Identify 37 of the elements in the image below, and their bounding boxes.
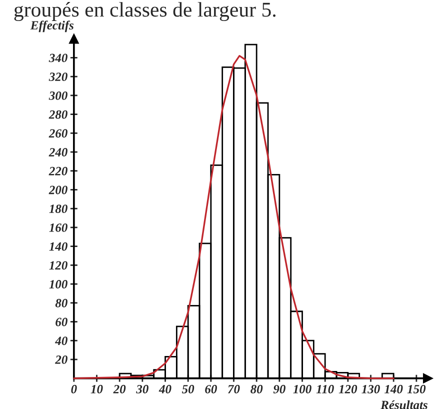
x-tick-label: 100 (293, 384, 312, 394)
x-tick-label: 40 (158, 384, 172, 394)
y-tick-label: 220 (48, 166, 68, 176)
y-tick-label: 140 (49, 242, 68, 251)
y-tick-label: 40 (54, 336, 68, 346)
y-tick-label: 160 (49, 223, 68, 232)
x-tick-label: 90 (273, 384, 286, 394)
y-tick-label: 60 (56, 318, 68, 326)
y-tick-label: 260 (48, 129, 68, 138)
y-tick-label: 300 (48, 91, 68, 100)
x-tick-label: 130 (362, 384, 380, 394)
x-tick-label: 150 (407, 384, 426, 394)
x-tick-label: 120 (338, 384, 358, 394)
x-tick-label: 70 (228, 384, 240, 394)
x-tick-label: 140 (384, 384, 403, 394)
x-tick-label: 10 (90, 384, 103, 394)
y-tick-label: 100 (49, 280, 68, 288)
y-tick-label: 120 (49, 261, 68, 270)
x-tick-label: 30 (136, 384, 148, 394)
x-tick-label: 50 (182, 384, 194, 394)
y-tick-label: 20 (55, 355, 68, 364)
x-tick-label: 0 (71, 384, 77, 394)
y-tick-label: 340 (48, 54, 68, 62)
y-tick-label: 280 (48, 110, 68, 119)
x-axis-title: Résultats (380, 400, 428, 409)
x-tick-label: 80 (250, 384, 263, 394)
y-tick-label: 180 (49, 204, 68, 214)
y-tick-label: 320 (48, 72, 68, 82)
chart-title: groupés en classes de largeur 5. (14, 2, 276, 22)
y-tick-label: 80 (55, 298, 68, 308)
line-series (73, 54, 394, 380)
x-tick-label: 20 (113, 384, 126, 394)
y-tick-label: 240 (48, 148, 68, 156)
x-tick-label: 60 (205, 384, 217, 394)
y-axis-title: Effectifs (30, 20, 74, 32)
x-tick-label: 110 (316, 384, 334, 394)
y-tick-label: 200 (48, 186, 68, 194)
